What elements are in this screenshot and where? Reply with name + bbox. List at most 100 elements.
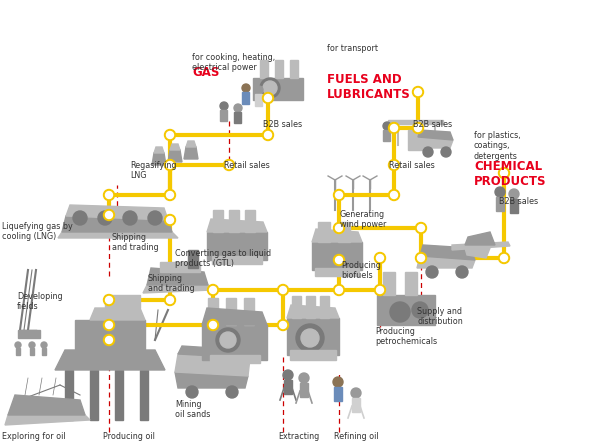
Polygon shape <box>147 268 208 285</box>
Circle shape <box>334 284 344 295</box>
Circle shape <box>441 147 451 157</box>
Bar <box>226 298 236 325</box>
Circle shape <box>209 321 217 329</box>
Circle shape <box>280 321 287 329</box>
Circle shape <box>415 253 427 264</box>
Bar <box>245 210 255 232</box>
Bar <box>338 222 350 242</box>
Circle shape <box>164 160 176 171</box>
Circle shape <box>423 147 433 157</box>
Polygon shape <box>417 256 475 268</box>
Text: Converting gas to liquid
products (GTL): Converting gas to liquid products (GTL) <box>175 249 271 269</box>
Bar <box>334 387 342 401</box>
Circle shape <box>335 191 343 198</box>
Circle shape <box>283 370 293 380</box>
Polygon shape <box>168 150 182 162</box>
Polygon shape <box>465 232 495 245</box>
Circle shape <box>106 191 113 198</box>
Circle shape <box>164 295 176 306</box>
Text: Liquefying gas by
cooling (LNG): Liquefying gas by cooling (LNG) <box>2 222 73 241</box>
Text: Developing
fields: Developing fields <box>17 292 62 311</box>
Circle shape <box>208 284 218 295</box>
Circle shape <box>29 342 35 348</box>
Bar <box>42 348 46 355</box>
Circle shape <box>391 161 398 168</box>
Bar <box>292 296 301 318</box>
Bar <box>383 272 395 295</box>
Circle shape <box>73 211 87 225</box>
Bar <box>284 380 292 394</box>
Text: Producing
biofuels: Producing biofuels <box>341 261 381 280</box>
Circle shape <box>104 209 115 220</box>
Circle shape <box>389 160 400 171</box>
Circle shape <box>106 212 113 218</box>
Bar <box>75 320 145 350</box>
Polygon shape <box>420 245 475 260</box>
Circle shape <box>41 342 47 348</box>
Circle shape <box>334 254 344 265</box>
Circle shape <box>374 253 386 264</box>
Polygon shape <box>418 137 453 148</box>
Bar <box>383 130 390 141</box>
Polygon shape <box>207 219 267 232</box>
Bar <box>352 398 360 412</box>
Polygon shape <box>152 153 166 165</box>
Polygon shape <box>465 248 490 258</box>
Circle shape <box>377 287 383 294</box>
Circle shape <box>234 104 242 112</box>
Circle shape <box>456 266 468 278</box>
Text: Supply and
distribution: Supply and distribution <box>417 307 463 326</box>
Polygon shape <box>143 285 212 293</box>
Bar <box>315 268 359 276</box>
Text: Producing
petrochemicals: Producing petrochemicals <box>375 327 437 346</box>
Circle shape <box>167 161 173 168</box>
Circle shape <box>500 169 508 176</box>
Circle shape <box>301 329 319 347</box>
Bar <box>30 348 34 355</box>
Text: Generating
wind power: Generating wind power <box>340 210 386 229</box>
Circle shape <box>335 257 343 264</box>
Text: B2B sales: B2B sales <box>499 197 538 206</box>
Circle shape <box>167 296 173 303</box>
Bar <box>210 355 260 363</box>
Circle shape <box>280 287 287 294</box>
Bar <box>18 330 40 338</box>
Text: Refining oil
into fuels and
lubricants: Refining oil into fuels and lubricants <box>334 432 389 441</box>
Circle shape <box>260 78 280 98</box>
Bar <box>65 370 73 420</box>
Circle shape <box>412 302 428 318</box>
Polygon shape <box>186 141 196 147</box>
Circle shape <box>123 211 137 225</box>
Circle shape <box>277 319 289 330</box>
Circle shape <box>389 123 400 134</box>
Circle shape <box>106 321 113 329</box>
Bar <box>290 350 336 360</box>
Text: Regasifying
LNG: Regasifying LNG <box>130 161 176 180</box>
Polygon shape <box>178 346 250 358</box>
Bar <box>220 110 227 121</box>
Circle shape <box>377 254 383 262</box>
Bar <box>496 197 504 211</box>
Bar <box>306 296 315 318</box>
Bar <box>242 92 249 104</box>
Circle shape <box>413 86 424 97</box>
Polygon shape <box>452 242 510 250</box>
Bar <box>388 120 443 124</box>
Polygon shape <box>418 130 453 140</box>
Circle shape <box>277 284 289 295</box>
Circle shape <box>106 296 113 303</box>
Bar <box>244 298 254 325</box>
Polygon shape <box>184 147 198 159</box>
Bar <box>115 370 123 420</box>
Text: Shipping
and trading: Shipping and trading <box>112 233 158 252</box>
Bar <box>229 210 239 232</box>
Text: Retail sales: Retail sales <box>389 161 435 170</box>
Circle shape <box>104 319 115 330</box>
Circle shape <box>263 81 277 95</box>
Circle shape <box>390 302 410 322</box>
Polygon shape <box>90 308 145 320</box>
Bar <box>290 60 298 78</box>
Polygon shape <box>170 144 180 150</box>
Circle shape <box>499 253 509 264</box>
Polygon shape <box>154 147 164 153</box>
